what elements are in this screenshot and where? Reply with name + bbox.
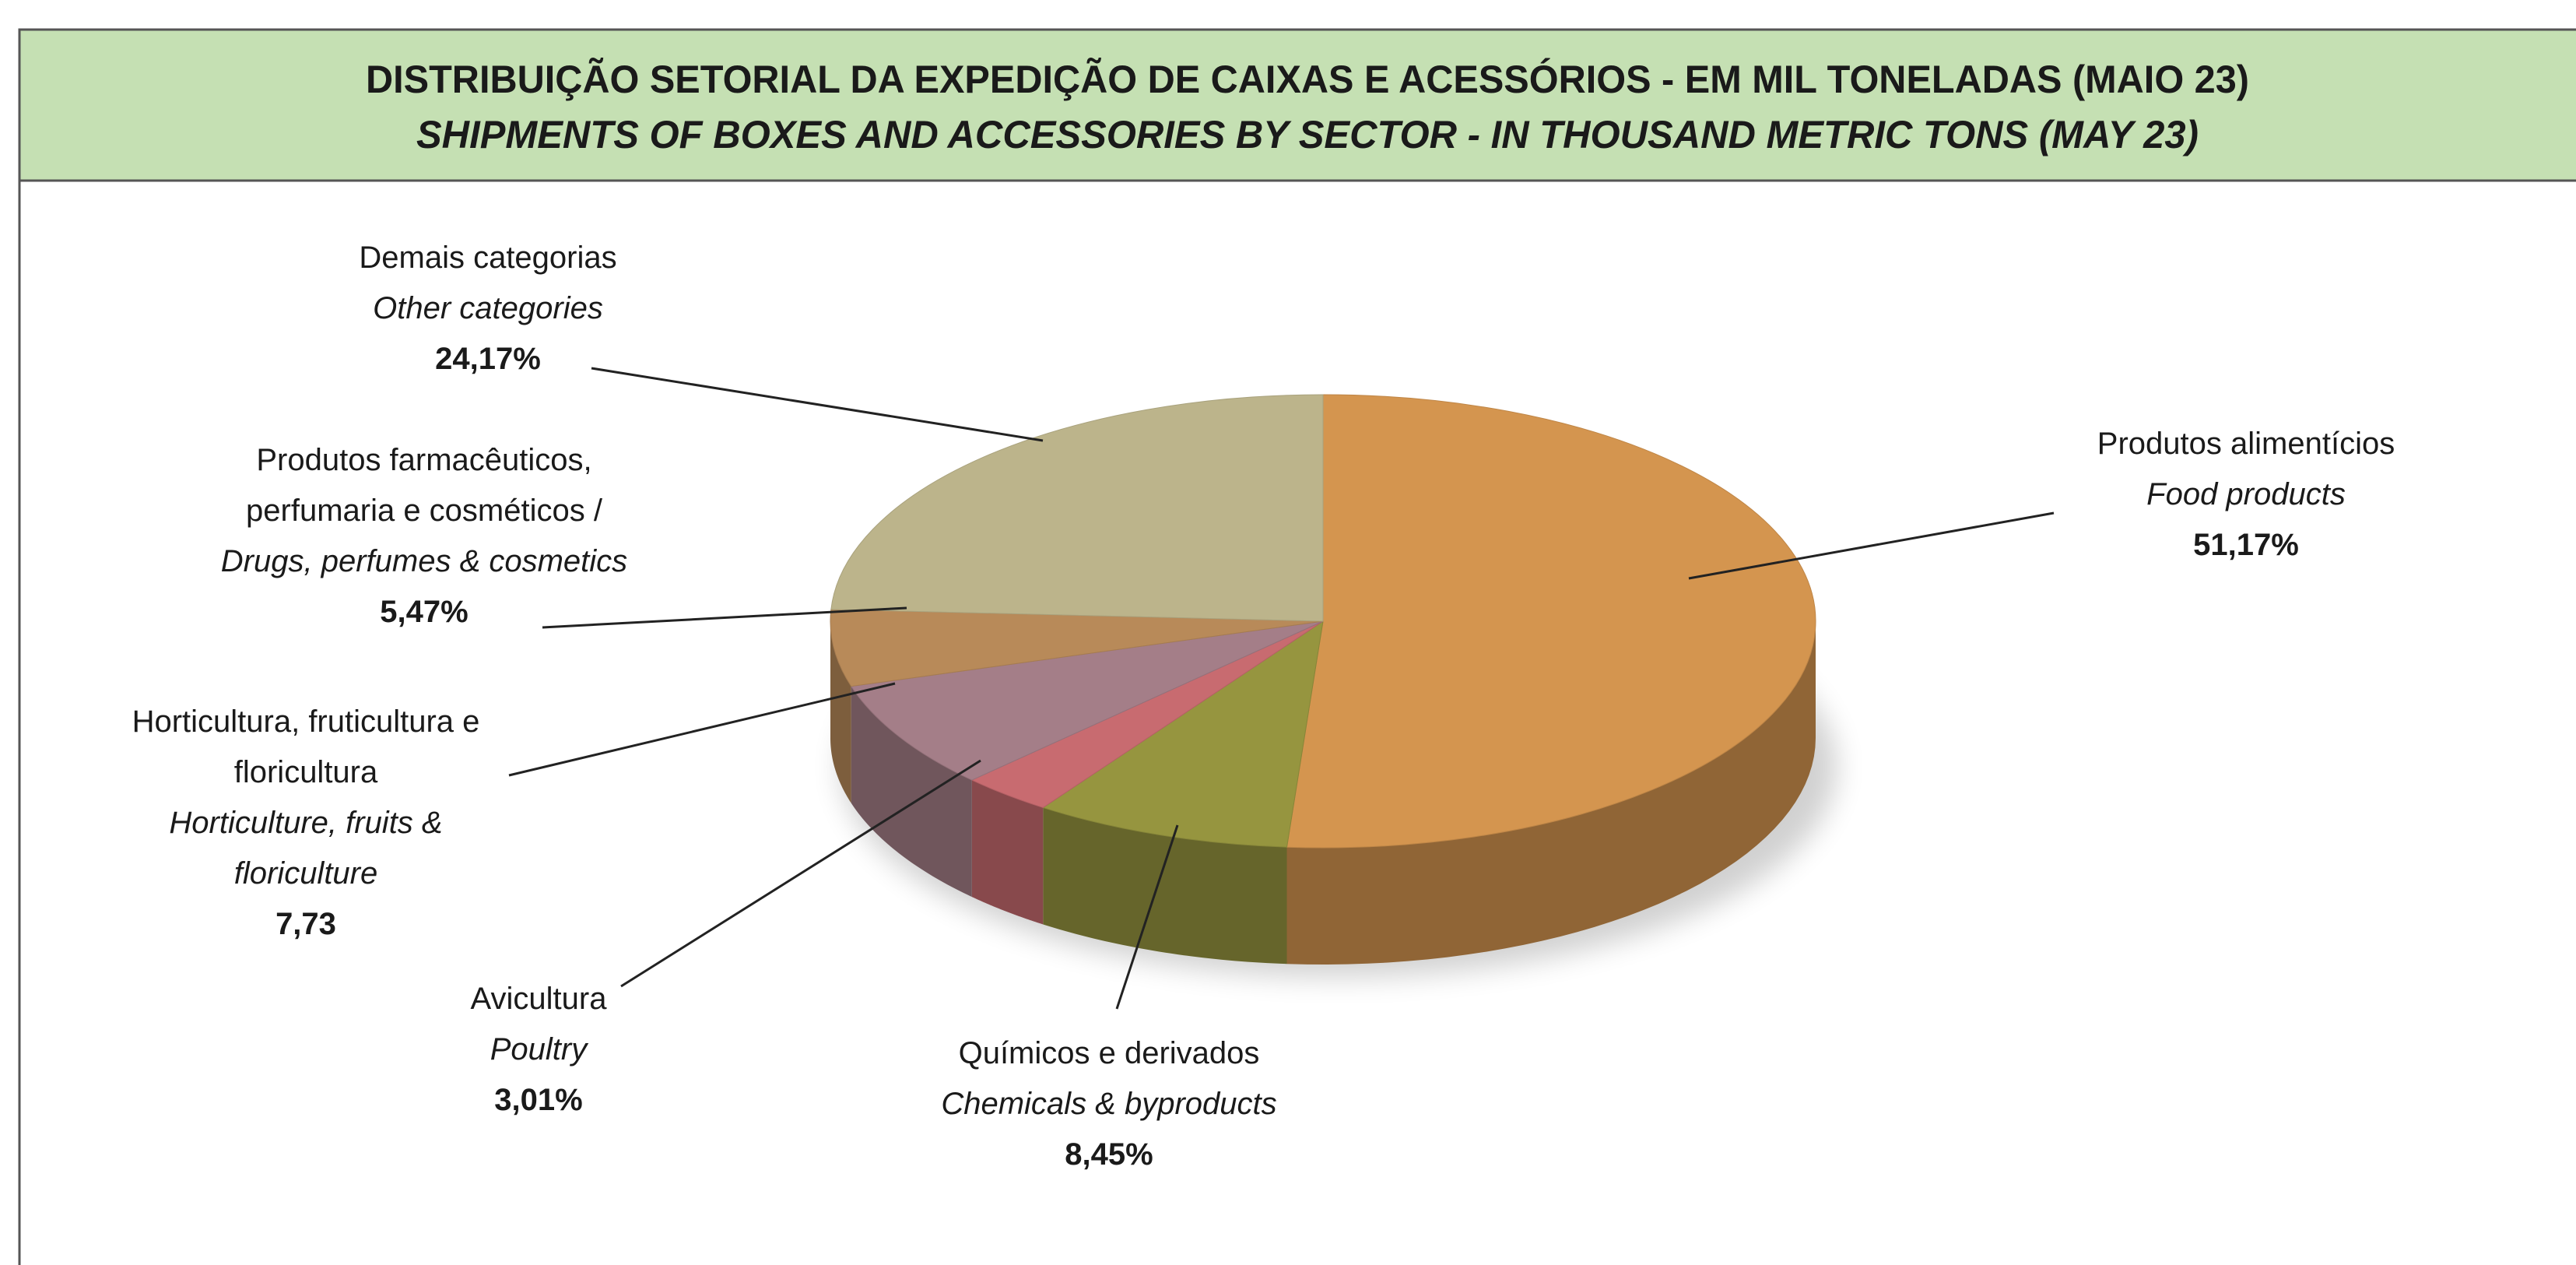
category-label-en: Horticulture, fruits & floriculture: [169, 806, 443, 891]
category-label: Produtos alimentícios: [2097, 427, 2395, 461]
pie-slice: [1042, 620, 1324, 848]
value-label: 3,01%: [494, 1083, 583, 1117]
category-label: Demais categorias: [359, 241, 617, 275]
data-label: Produtos farmacêuticos, perfumaria e cos…: [191, 435, 658, 638]
leader-line: [542, 606, 907, 629]
category-label: Produtos farmacêuticos, perfumaria e cos…: [246, 443, 602, 528]
pie-slice-side: [851, 686, 972, 898]
pie-slice-side: [1043, 807, 1287, 965]
category-label-en: Food products: [2146, 477, 2346, 511]
category-label-en: Other categories: [373, 291, 603, 325]
category-label-en: Poultry: [490, 1032, 588, 1066]
leader-line: [508, 682, 896, 777]
value-label: 7,73: [275, 907, 336, 941]
value-label: 5,47%: [380, 595, 469, 629]
data-label: Demais categorias Other categories 24,17%: [325, 233, 651, 385]
category-label: Químicos e derivados: [958, 1036, 1260, 1070]
chart-subtitle: SHIPMENTS OF BOXES AND ACCESSORIES BY SE…: [416, 113, 2199, 156]
pie-slice: [1286, 394, 1816, 849]
data-label: Horticultura, fruticultura e floricultur…: [96, 697, 516, 950]
leader-line: [1115, 824, 1179, 1010]
data-label: Avicultura Poultry 3,01%: [422, 974, 655, 1126]
value-label: 8,45%: [1065, 1137, 1153, 1172]
data-label: Químicos e derivados Chemicals & byproduc…: [891, 1028, 1327, 1180]
pie-slice-side: [971, 780, 1044, 925]
category-label-en: Drugs, perfumes & cosmetics: [220, 544, 628, 578]
leader-line: [1688, 511, 2055, 580]
pie-slice: [830, 394, 1324, 622]
pie-slice-side: [830, 621, 851, 803]
category-label: Horticultura, fruticultura e floricultur…: [132, 705, 480, 789]
title-bar: [18, 28, 2576, 182]
value-label: 24,17%: [435, 342, 541, 376]
chart-title: DISTRIBUIÇÃO SETORIAL DA EXPEDIÇÃO DE CA…: [366, 58, 2249, 101]
category-label-en: Chemicals & byproducts: [941, 1087, 1277, 1121]
category-label: Avicultura: [470, 982, 607, 1016]
value-label: 51,17%: [2193, 528, 2299, 562]
leader-line: [620, 759, 981, 988]
data-label: Produtos alimentícios Food products 51,17%: [2044, 419, 2448, 571]
pie-slice-side: [1286, 621, 1816, 965]
leader-line: [591, 367, 1044, 442]
